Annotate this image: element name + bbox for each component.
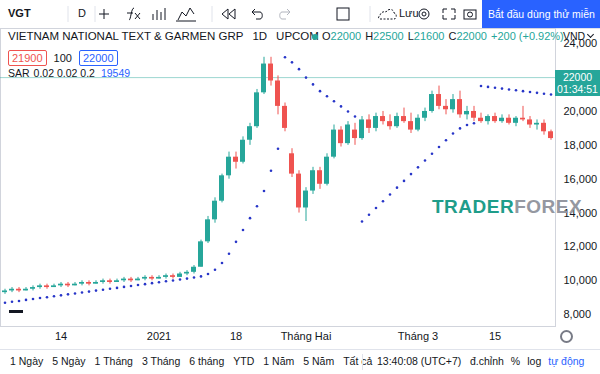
svg-text:18,000: 18,000 [564, 139, 598, 151]
html-text:5 Ngày: 5 Ngày [52, 355, 86, 367]
html-text:1 Tháng: 1 Tháng [94, 355, 133, 367]
svg-text:2021: 2021 [147, 330, 171, 342]
svg-text:10,000: 10,000 [564, 274, 598, 286]
html-text:SAR 0.02 0.02 0.2: SAR 0.02 0.02 0.2 [8, 67, 95, 79]
svg-text:14: 14 [55, 330, 67, 342]
html-text:3 Tháng: 3 Tháng [141, 355, 181, 367]
html-text:22000: 22000 [83, 52, 114, 64]
svg-text:Tháng Hai: Tháng Hai [281, 330, 332, 342]
html-text:VGT: VGT [8, 7, 31, 19]
svg-text:12,000: 12,000 [564, 240, 598, 252]
html-text:21900: 21900 [12, 52, 43, 64]
html-text:100: 100 [53, 52, 72, 64]
svg-text:20,000: 20,000 [564, 105, 598, 117]
svg-text:15: 15 [489, 330, 501, 342]
html-text:D: D [78, 7, 86, 19]
html-text:Lưu: Lưu [399, 7, 419, 19]
svg-text:16,000: 16,000 [564, 173, 598, 185]
html-text:UPCOM O 22000 H 22500 L 21600: UPCOM O 22000 H 22500 L 21600 C 22000 +2… [276, 30, 586, 42]
html-text:19549: 19549 [100, 67, 131, 79]
html-text:VIETNAM NATIONAL TEXT & GARMEN: VIETNAM NATIONAL TEXT & GARMEN GRP [8, 30, 244, 42]
html-text:Tất cả 13:40:08 (UTC+7): Tất cả 13:40:08 (UTC+7) [343, 355, 462, 367]
html-text:TRADER FOREX: TRADER FOREX [432, 196, 583, 217]
html-text:1D: 1D [252, 30, 268, 42]
html-text:01:34:51: 01:34:51 [557, 83, 598, 96]
svg-text:Tháng 3: Tháng 3 [398, 330, 438, 342]
html-text:5 Năm: 5 Năm [303, 355, 335, 367]
svg-text:18: 18 [230, 330, 242, 342]
html-text:đ.chỉnh: đ.chỉnh [470, 355, 504, 367]
html-text:log: log [527, 355, 542, 367]
html-text:1 Năm: 1 Năm [263, 355, 295, 367]
html-text:1 Ngày: 1 Ngày [10, 355, 44, 367]
svg-text:24,000: 24,000 [563, 37, 598, 50]
html-text:tự động: tự động [548, 355, 585, 367]
html-text:YTD: YTD [233, 355, 255, 367]
svg-text:8,000: 8,000 [564, 308, 592, 320]
html-text:Bắt đầu dùng thử miễn: Bắt đầu dùng thử miễn [488, 8, 595, 20]
html-text:22000: 22000 [562, 71, 593, 84]
html-text:6 tháng: 6 tháng [189, 355, 225, 367]
